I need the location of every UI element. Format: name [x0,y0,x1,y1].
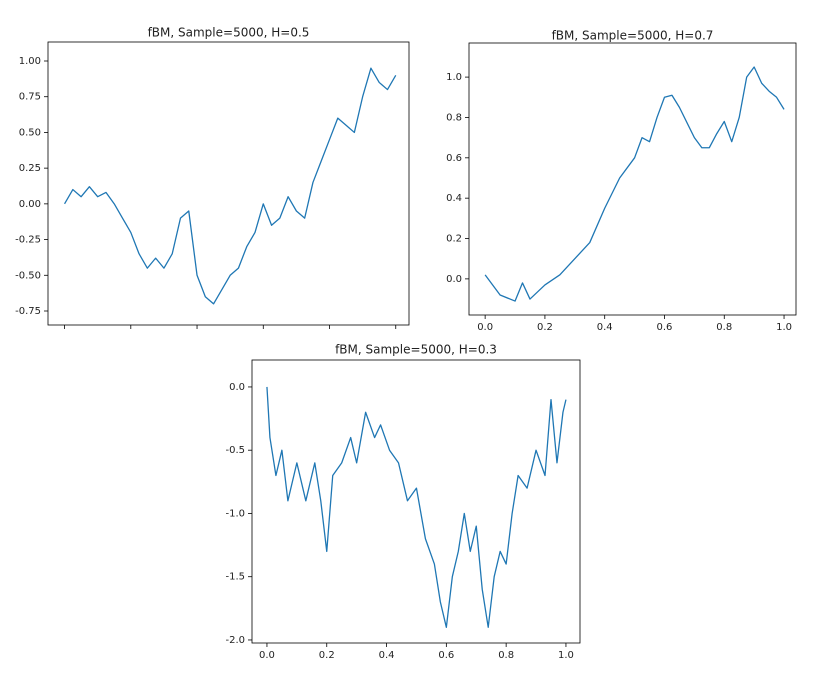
y-tick-label: 0.75 [19,92,41,103]
y-tick-label: -0.50 [15,270,41,281]
y-tick-label: -0.5 [225,445,245,456]
x-tick-label: 0.6 [657,322,673,333]
y-tick-label: 1.00 [19,56,41,67]
y-tick-label: 1.0 [446,72,462,83]
x-tick-label: 1.0 [776,322,792,333]
x-tick-label: 0.2 [319,650,335,661]
data-line [484,66,785,302]
data-line [63,67,397,305]
chart-title: fBM, Sample=5000, H=0.7 [552,29,714,43]
y-tick-label: 0.8 [446,112,462,123]
x-tick-label: 0.4 [379,650,395,661]
y-tick-label: -0.25 [15,235,41,246]
chart-title: fBM, Sample=5000, H=0.5 [148,26,310,40]
y-tick-label: 0.00 [19,199,41,210]
y-tick-label: 0.25 [19,163,41,174]
x-tick-label: 0.4 [597,322,613,333]
chart-title: fBM, Sample=5000, H=0.3 [335,343,497,357]
plot-frame [468,42,797,316]
x-tick-label: 0.0 [259,650,275,661]
y-tick-label: 0.50 [19,127,41,138]
x-tick-label: 0.8 [716,322,732,333]
y-tick-label: 0.0 [229,382,245,393]
y-tick-label: 0.2 [446,234,462,245]
x-tick-label: 0.0 [477,322,493,333]
x-tick-label: 0.8 [498,650,514,661]
y-tick-label: 0.6 [446,153,462,164]
y-tick-label: -1.0 [225,508,245,519]
data-line [266,386,567,628]
x-tick-label: 0.2 [537,322,553,333]
x-tick-label: 1.0 [558,650,574,661]
x-tick-label: 0.6 [438,650,454,661]
y-tick-label: -2.0 [225,635,245,646]
plot-frame [47,41,410,326]
y-tick-label: -1.5 [225,572,245,583]
plot-frame [251,359,581,644]
y-tick-label: 0.4 [446,193,462,204]
y-tick-label: -0.75 [15,306,41,317]
y-tick-label: 0.0 [446,274,462,285]
